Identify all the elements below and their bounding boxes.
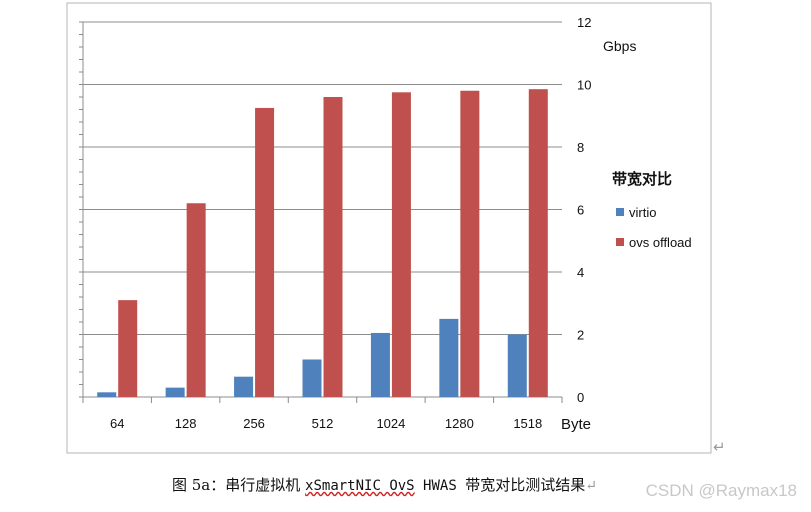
y-tick-label-8: 8 xyxy=(577,140,584,155)
caption-prefix: 图 5a：串行虚拟机 xyxy=(172,476,306,494)
bar-ovs-offload-256 xyxy=(255,107,275,397)
bar-ovs-offload-1024 xyxy=(391,92,411,397)
legend-label-ovs-offload: ovs offload xyxy=(629,235,692,250)
bar-virtio-1280 xyxy=(439,318,459,397)
x-tick-label-128: 128 xyxy=(175,416,197,431)
legend: 带宽对比 virtio ovs offload xyxy=(612,170,692,250)
y-axis-label: Gbps xyxy=(603,38,636,54)
y-tick-label-10: 10 xyxy=(577,78,591,93)
legend-title: 带宽对比 xyxy=(612,170,672,188)
bars xyxy=(97,89,548,397)
bar-virtio-512 xyxy=(302,359,322,397)
y-tick-label-6: 6 xyxy=(577,203,584,218)
bar-ovs-offload-512 xyxy=(323,97,343,397)
bar-virtio-1024 xyxy=(370,332,390,397)
bar-ovs-offload-128 xyxy=(186,203,206,397)
x-tick-label-1024: 1024 xyxy=(376,416,405,431)
caption-underlined-term: xSmartNIC OvS xyxy=(305,478,415,494)
caption-middle: HWAS xyxy=(414,478,466,494)
watermark: CSDN @Raymax18 xyxy=(645,481,797,500)
x-tick-label-256: 256 xyxy=(243,416,265,431)
bar-ovs-offload-1518 xyxy=(528,89,548,397)
bar-virtio-128 xyxy=(165,387,185,397)
bar-ovs-offload-1280 xyxy=(460,90,480,397)
tick-labels: 0 2 4 6 8 10 12 64 128 256 512 1024 1280 1518 xyxy=(110,15,591,431)
paragraph-mark: ↵ xyxy=(713,438,726,456)
x-tick-label-1280: 1280 xyxy=(445,416,474,431)
legend-swatch-virtio xyxy=(616,208,624,216)
legend-label-virtio: virtio xyxy=(629,205,656,220)
x-axis-label: Byte xyxy=(561,416,591,433)
bar-virtio-256 xyxy=(234,376,254,397)
bar-ovs-offload-64 xyxy=(118,300,138,397)
x-tick-label-512: 512 xyxy=(312,416,334,431)
caption-paragraph-mark: ↵ xyxy=(585,478,597,494)
legend-swatch-ovs-offload xyxy=(616,238,624,246)
y-tick-label-4: 4 xyxy=(577,265,584,280)
caption-suffix: 带宽对比测试结果 xyxy=(465,476,586,494)
bar-chart: 0 2 4 6 8 10 12 64 128 256 512 1024 1280 1518 Gbps By… xyxy=(66,2,712,454)
y-tick-label-0: 0 xyxy=(577,390,584,405)
bar-virtio-1518 xyxy=(507,334,527,397)
bar-virtio-64 xyxy=(97,392,117,397)
x-tick-label-64: 64 xyxy=(110,416,124,431)
x-tick-label-1518: 1518 xyxy=(513,416,542,431)
y-tick-label-12: 12 xyxy=(577,15,591,30)
figure-caption: 图 5a：串行虚拟机 xSmartNIC OvS HWAS 带宽对比测试结果↵ xyxy=(172,474,597,495)
axes xyxy=(79,21,563,403)
y-tick-label-2: 2 xyxy=(577,328,584,343)
